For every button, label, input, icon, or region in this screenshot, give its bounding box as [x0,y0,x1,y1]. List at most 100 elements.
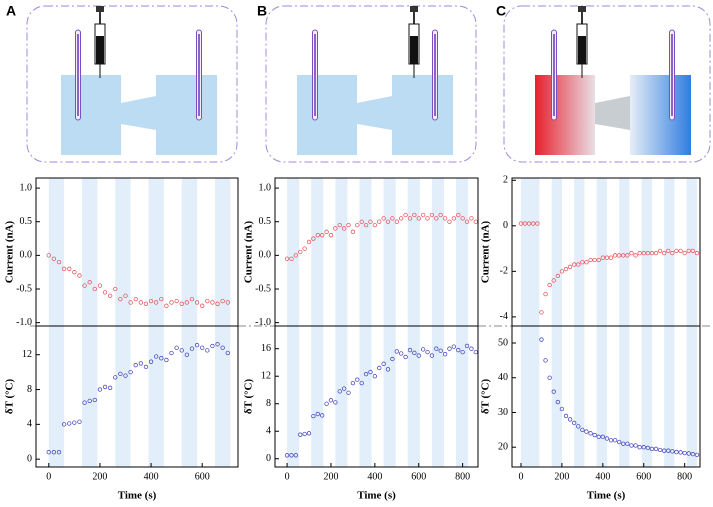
data-point [306,431,312,436]
data-point [600,255,605,260]
data-point [315,233,320,238]
y-axis-label: Current (nA) [243,220,255,283]
data-point [324,229,329,234]
data-point [123,373,128,378]
data-point [666,448,671,453]
data-point [625,441,630,446]
data-point [592,432,597,438]
heating-band [181,178,198,326]
data-point [608,438,614,443]
data-point [555,273,560,279]
data-point [138,300,143,305]
data-point [694,250,700,256]
data-point [535,221,540,226]
data-point [210,343,215,349]
data-point [690,452,695,457]
data-point [641,445,646,450]
data-point [289,453,294,458]
data-point [337,389,342,394]
data-point [113,286,118,292]
x-tick-label: 0 [285,471,290,482]
data-point [148,359,154,364]
data-point [604,255,610,260]
data-point [464,343,470,349]
data-point [350,380,356,386]
data-point [442,352,448,357]
heating-band [456,178,469,326]
data-point [674,248,679,254]
data-point [657,447,663,453]
data-point [320,413,325,418]
y-tick-label: 0.5 [20,216,33,227]
data-point [438,348,443,353]
data-point [46,253,51,258]
data-point [381,216,386,221]
heating-band [619,178,630,326]
heating-band [82,326,98,467]
data-point [637,250,642,256]
heating-band [148,326,164,467]
data-point [539,337,544,342]
data-point [184,352,190,357]
data-point [56,450,62,455]
data-point [596,434,601,439]
data-point [416,216,421,221]
data-point [67,421,72,426]
data-point [337,222,342,228]
data-point [311,413,316,419]
data-point [302,431,307,437]
data-point [469,216,474,221]
data-point [621,441,626,446]
data-point [284,256,290,261]
data-point [174,345,179,350]
data-point [302,246,307,251]
data-point [56,259,62,265]
data-point [220,298,225,304]
data-point [385,219,391,224]
heating-band [574,326,585,467]
data-point [612,253,618,258]
data-point [425,349,430,355]
data-point [328,398,334,403]
y-tick-label: -1.0 [16,317,32,328]
data-point [539,310,544,315]
data-point [555,399,560,405]
data-point [372,374,378,379]
y-tick-label: 16 [261,343,271,354]
data-point [159,356,164,361]
heating-band [407,178,420,326]
x-tick-label: 200 [323,471,338,482]
y-tick-label: 0.0 [20,250,33,261]
y-tick-label: 1.0 [20,182,33,193]
x-tick-label: 400 [144,471,159,482]
data-point [420,347,426,352]
heating-band [521,326,540,467]
data-point [169,350,174,356]
data-point [394,349,399,354]
data-point [600,434,605,439]
y-axis-label: δT (°C) [243,379,255,415]
y-tick-label: 0 [27,453,32,464]
data-point [629,250,634,256]
data-point [649,446,655,452]
data-point [592,257,597,263]
data-point [92,397,97,403]
data-point [320,233,325,238]
data-point [128,300,133,305]
data-point [385,367,391,372]
data-point [447,346,452,351]
data-point [434,346,439,351]
data-point [580,260,585,265]
data-point [72,270,77,275]
data-point [333,400,338,405]
y-axis-label: δT (°C) [4,379,16,415]
data-point [645,445,650,451]
data-point [372,222,378,228]
data-point [205,348,210,353]
x-tick-label: 400 [367,471,382,482]
data-point [82,283,87,288]
x-tick-label: 0 [46,471,51,482]
data-point [51,450,57,455]
data-point [225,300,230,305]
